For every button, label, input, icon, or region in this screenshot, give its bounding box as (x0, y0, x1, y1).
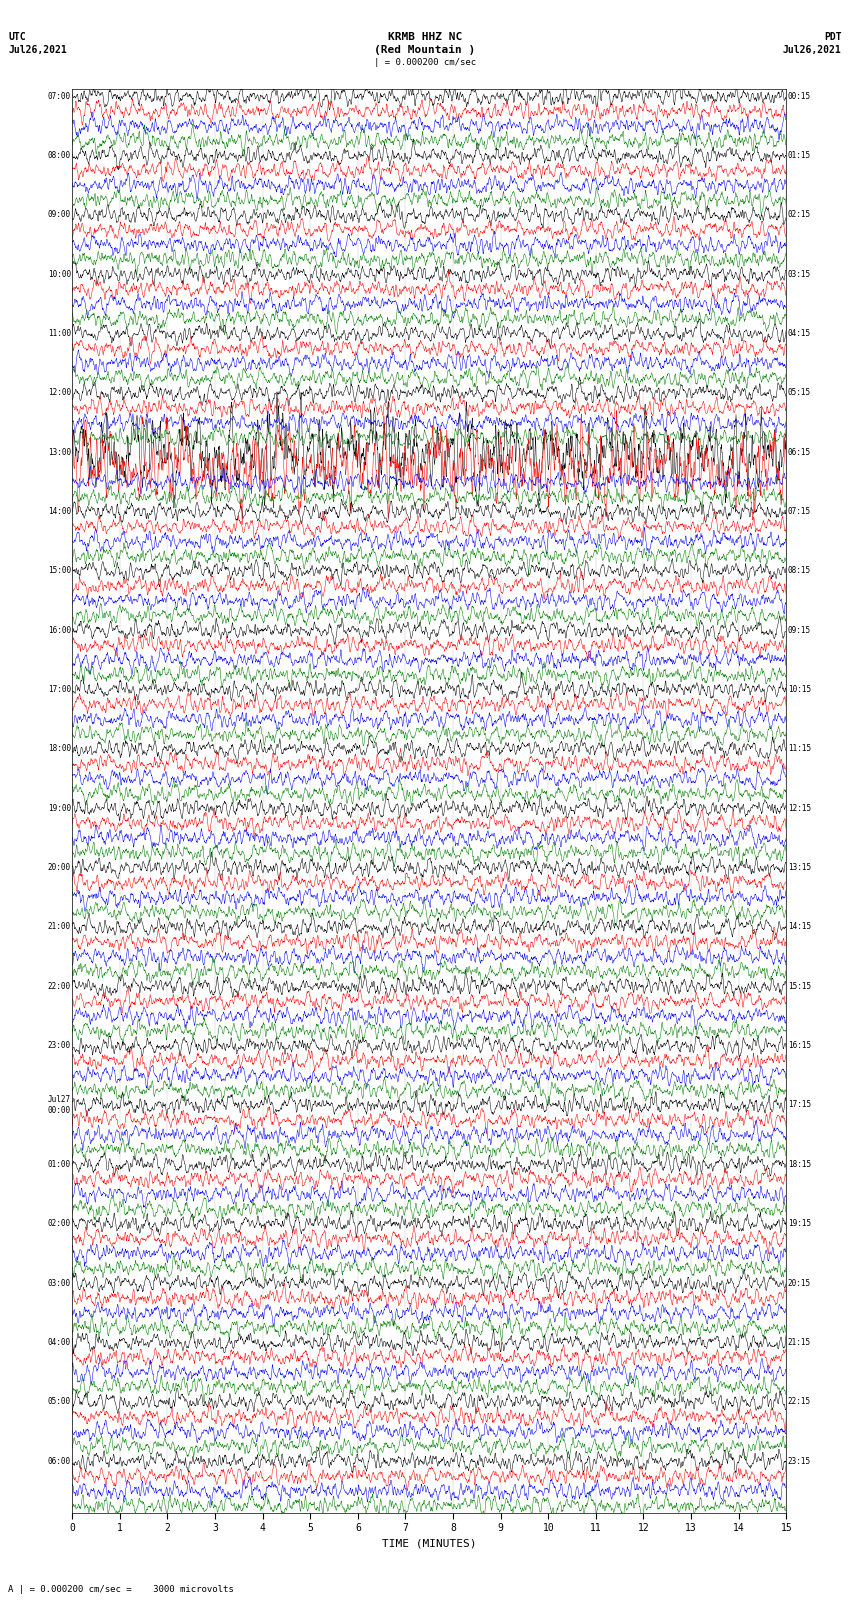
Text: A | = 0.000200 cm/sec =    3000 microvolts: A | = 0.000200 cm/sec = 3000 microvolts (8, 1584, 235, 1594)
Text: | = 0.000200 cm/sec: | = 0.000200 cm/sec (374, 58, 476, 68)
Text: PDT: PDT (824, 32, 842, 42)
Text: (Red Mountain ): (Red Mountain ) (374, 45, 476, 55)
Text: KRMB HHZ NC: KRMB HHZ NC (388, 32, 462, 42)
Text: UTC: UTC (8, 32, 26, 42)
Text: Jul26,2021: Jul26,2021 (783, 45, 842, 55)
Text: Jul26,2021: Jul26,2021 (8, 45, 67, 55)
X-axis label: TIME (MINUTES): TIME (MINUTES) (382, 1539, 477, 1548)
